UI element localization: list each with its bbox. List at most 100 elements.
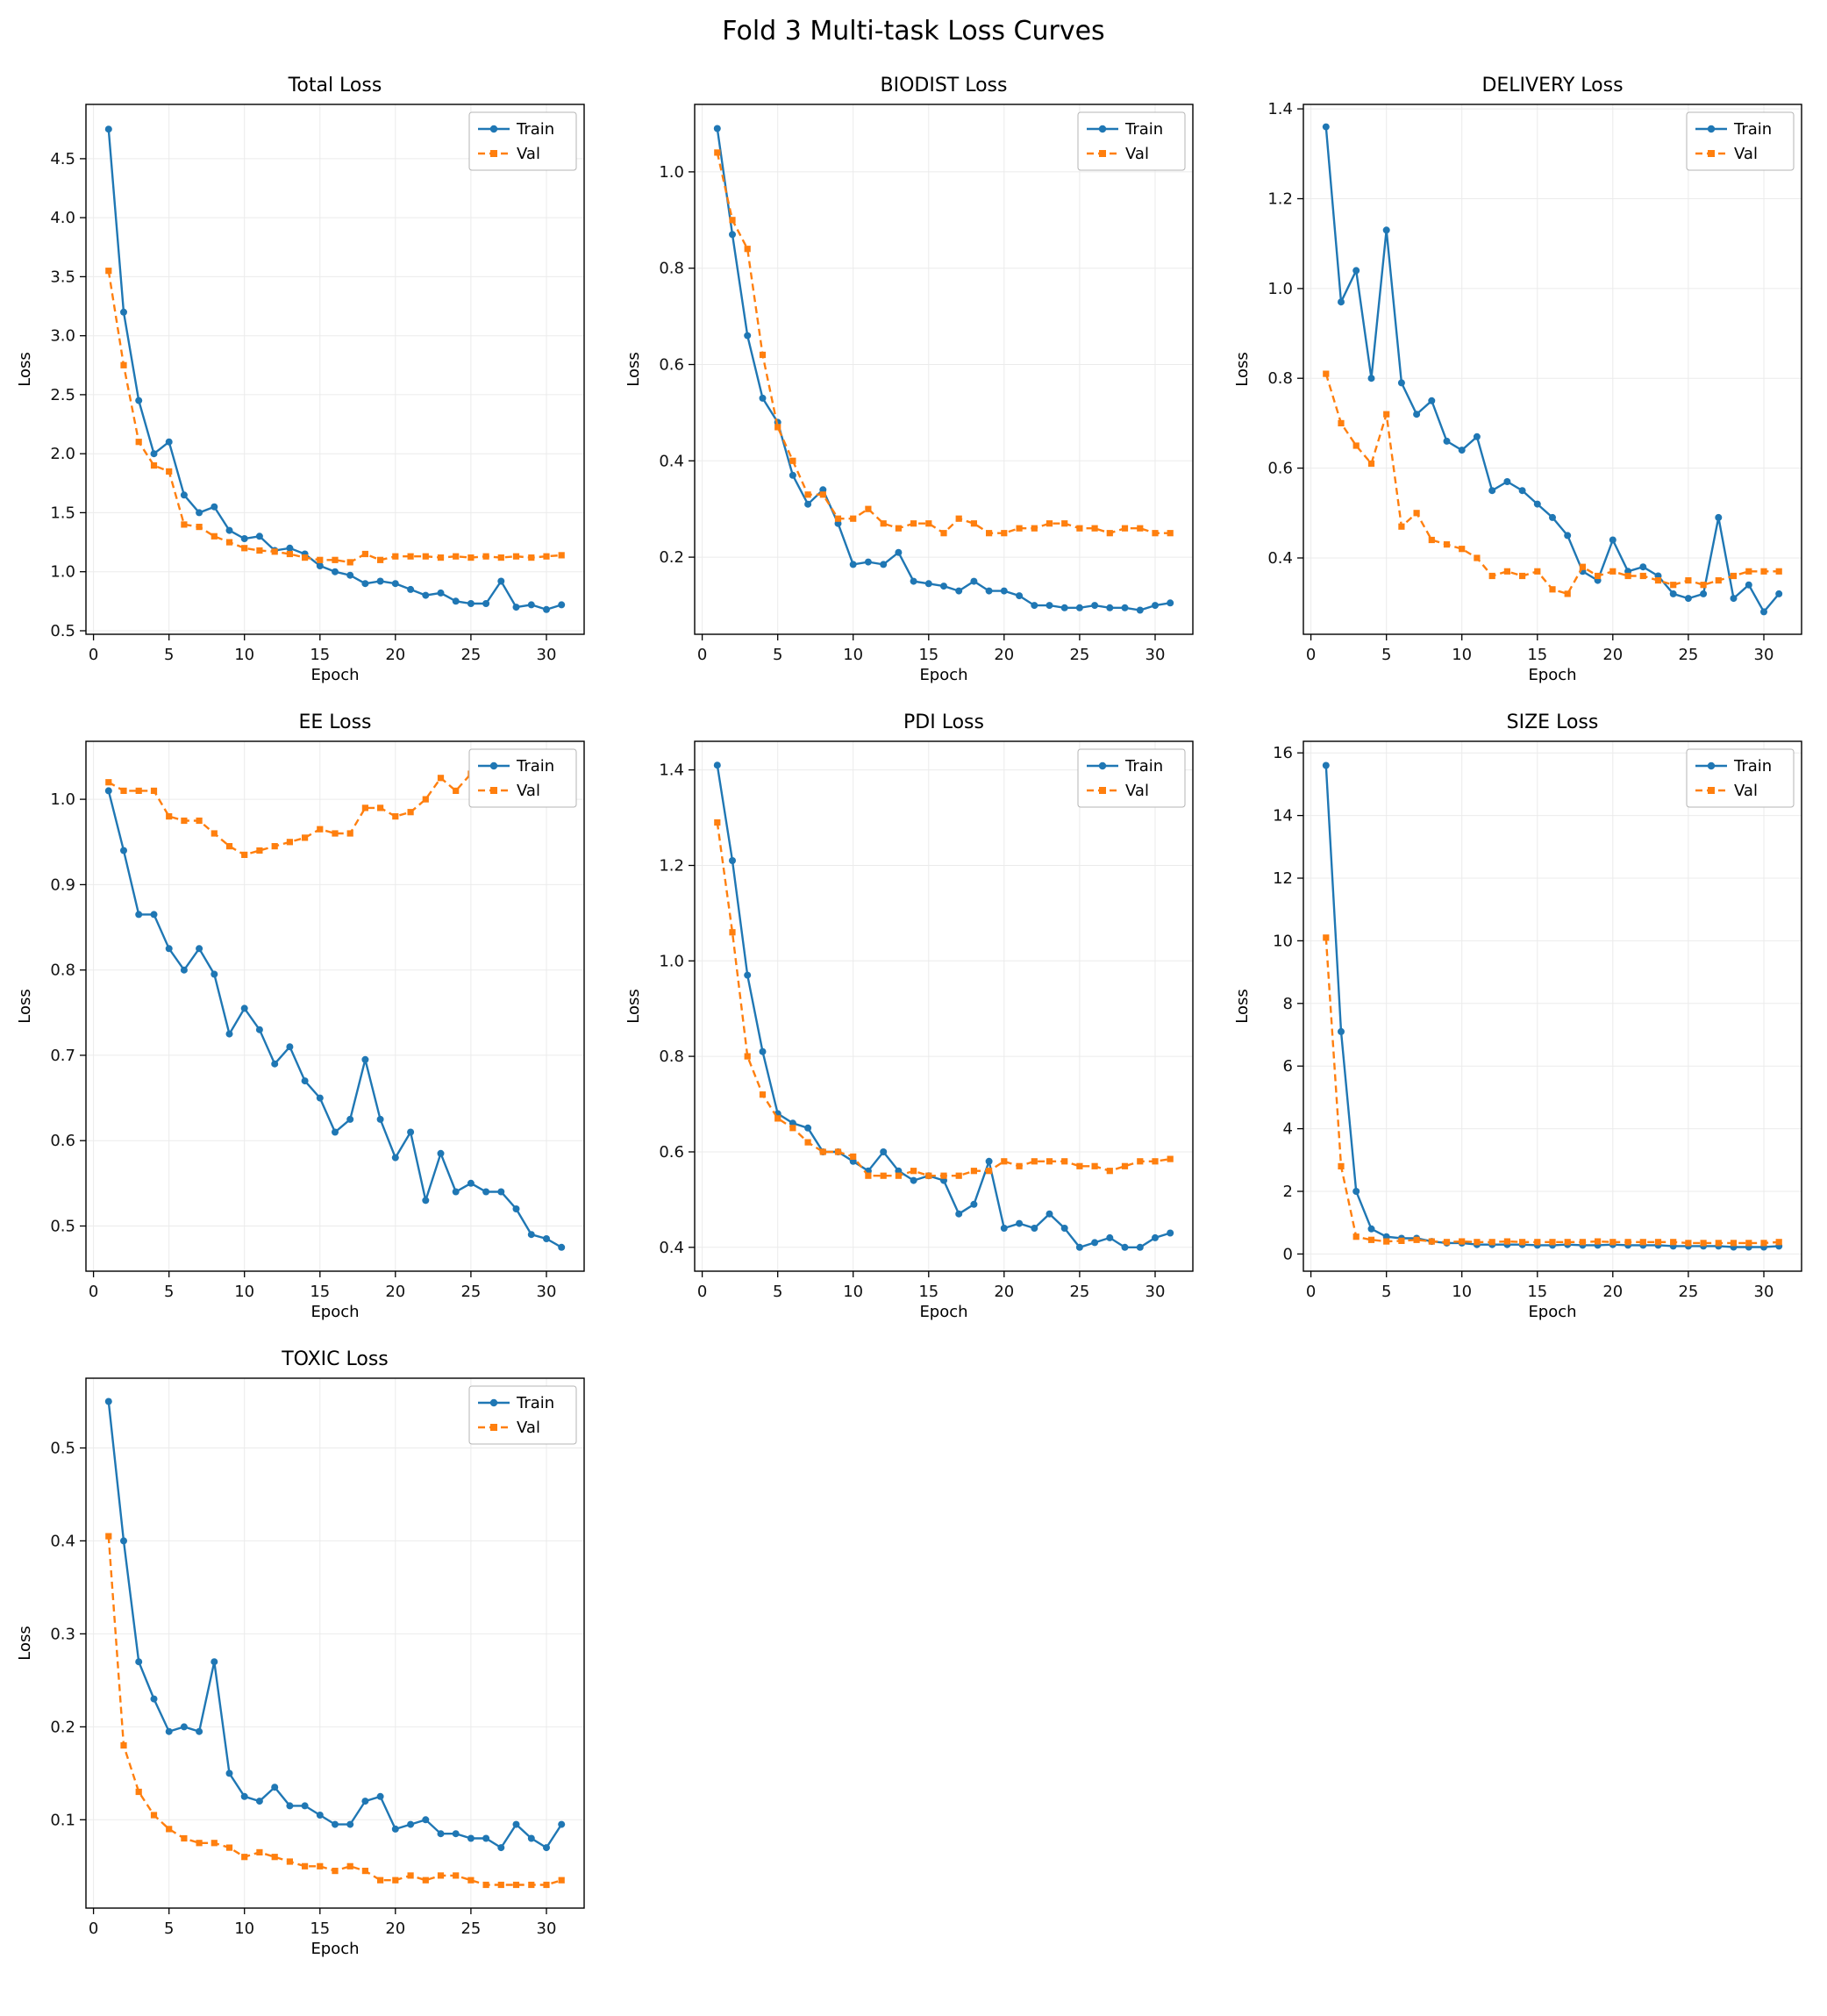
svg-text:2.5: 2.5 — [50, 386, 75, 404]
y-axis-label: Loss — [16, 352, 34, 386]
chart-total-loss: 0.5 1.0 1.5 2.0 2.5 3.0 3.5 4.0 4.5 0 5 10 15 20 25 30 T… — [1, 66, 610, 696]
svg-text:5: 5 — [1381, 646, 1390, 664]
svg-text:10: 10 — [843, 646, 863, 664]
legend: Train Val — [1686, 748, 1794, 808]
svg-text:3.5: 3.5 — [50, 268, 75, 286]
svg-text:5: 5 — [772, 1283, 781, 1301]
x-axis-label: Epoch — [310, 1303, 359, 1321]
legend-label: Train — [1124, 757, 1163, 776]
legend-label: Val — [1734, 782, 1758, 800]
svg-text:10: 10 — [234, 1919, 254, 1938]
svg-text:1.4: 1.4 — [1267, 100, 1293, 118]
chart-title: DELIVERY Loss — [1481, 75, 1623, 97]
svg-text:5: 5 — [163, 646, 173, 664]
svg-text:15: 15 — [918, 1283, 938, 1301]
legend-label: Val — [1734, 145, 1758, 163]
chart-title: PDI Loss — [903, 711, 984, 733]
loss-chart-svg: 0 2 4 6 8 10 12 14 16 0 5 10 15 20 25 30 Train Val SIZE Lo… — [1233, 711, 1802, 1321]
svg-text:15: 15 — [918, 646, 938, 664]
svg-text:1.0: 1.0 — [1267, 280, 1293, 298]
y-axis-label: Loss — [16, 1626, 34, 1660]
svg-text:0.8: 0.8 — [659, 260, 684, 278]
svg-text:0.6: 0.6 — [659, 356, 684, 375]
legend: Train Val — [468, 748, 576, 808]
loss-chart-svg: 0.1 0.2 0.3 0.4 0.5 0 5 10 15 20 25 30 Train Val TOXIC… — [16, 1348, 585, 1958]
svg-text:0: 0 — [696, 1283, 706, 1301]
svg-text:2: 2 — [1282, 1183, 1292, 1201]
svg-text:4: 4 — [1282, 1120, 1292, 1139]
svg-text:0.6: 0.6 — [50, 1132, 75, 1150]
svg-text:10: 10 — [1452, 1283, 1472, 1301]
svg-text:0.2: 0.2 — [659, 548, 684, 567]
svg-text:20: 20 — [385, 1919, 405, 1938]
svg-text:10: 10 — [234, 646, 254, 664]
svg-text:5: 5 — [163, 1283, 173, 1301]
svg-text:5: 5 — [1381, 1283, 1390, 1301]
svg-text:0.9: 0.9 — [50, 876, 75, 894]
svg-text:30: 30 — [536, 646, 556, 664]
legend-label: Val — [517, 782, 540, 800]
svg-text:5: 5 — [772, 646, 781, 664]
svg-text:15: 15 — [310, 646, 330, 664]
y-axis-label: Loss — [16, 989, 34, 1023]
svg-text:0.4: 0.4 — [1267, 549, 1293, 568]
svg-text:20: 20 — [994, 1283, 1014, 1301]
svg-text:30: 30 — [536, 1283, 556, 1301]
legend: Train Val — [468, 1385, 576, 1445]
x-axis-label: Epoch — [919, 1303, 967, 1321]
svg-text:10: 10 — [1452, 646, 1472, 664]
chart-pdi-loss: 0.4 0.6 0.8 1.0 1.2 1.4 0 5 10 15 20 25 30 Train Val PD… — [610, 703, 1218, 1333]
svg-text:6: 6 — [1282, 1057, 1292, 1076]
legend: Train Val — [1077, 111, 1185, 171]
svg-text:0: 0 — [1305, 646, 1315, 664]
svg-text:1.0: 1.0 — [659, 952, 684, 970]
svg-text:1.5: 1.5 — [50, 504, 75, 522]
x-axis-label: Epoch — [310, 1940, 359, 1958]
svg-text:0.7: 0.7 — [50, 1047, 75, 1065]
y-axis-label: Loss — [624, 989, 643, 1023]
svg-text:25: 25 — [1069, 1283, 1089, 1301]
legend-label: Train — [516, 120, 554, 139]
svg-text:0.6: 0.6 — [659, 1143, 684, 1162]
charts-grid: 0.5 1.0 1.5 2.0 2.5 3.0 3.5 4.0 4.5 0 5 10 15 20 25 30 T… — [0, 46, 1827, 1970]
svg-text:25: 25 — [460, 1919, 481, 1938]
svg-text:20: 20 — [994, 646, 1014, 664]
chart-ee-loss: 0.5 0.6 0.7 0.8 0.9 1.0 0 5 10 15 20 25 30 Train Val EE… — [1, 703, 610, 1333]
svg-text:25: 25 — [460, 1283, 481, 1301]
legend-label: Train — [516, 1394, 554, 1412]
svg-text:0: 0 — [88, 646, 97, 664]
svg-text:0.6: 0.6 — [1267, 460, 1293, 478]
svg-text:8: 8 — [1282, 995, 1292, 1013]
svg-text:1.0: 1.0 — [659, 163, 684, 182]
svg-text:25: 25 — [1678, 646, 1698, 664]
svg-text:16: 16 — [1273, 744, 1293, 762]
svg-text:15: 15 — [310, 1919, 330, 1938]
chart-size-loss: 0 2 4 6 8 10 12 14 16 0 5 10 15 20 25 30 Train Val SIZE Lo… — [1218, 703, 1827, 1333]
svg-text:25: 25 — [1069, 646, 1089, 664]
svg-text:0.4: 0.4 — [659, 1239, 684, 1257]
legend-label: Val — [1125, 145, 1149, 163]
svg-text:20: 20 — [1602, 646, 1623, 664]
legend-label: Val — [517, 1419, 540, 1437]
svg-text:0.1: 0.1 — [50, 1811, 75, 1829]
chart-title: TOXIC Loss — [281, 1348, 389, 1370]
svg-text:0.8: 0.8 — [659, 1047, 684, 1066]
svg-text:0: 0 — [88, 1919, 97, 1938]
svg-text:12: 12 — [1273, 869, 1293, 888]
svg-text:0.5: 0.5 — [50, 622, 75, 640]
svg-text:1.2: 1.2 — [659, 857, 684, 876]
svg-text:25: 25 — [460, 646, 481, 664]
chart-toxic-loss: 0.1 0.2 0.3 0.4 0.5 0 5 10 15 20 25 30 Train Val TOXIC… — [1, 1340, 610, 1970]
svg-text:10: 10 — [843, 1283, 863, 1301]
legend: Train Val — [1686, 111, 1794, 171]
svg-text:10: 10 — [1273, 932, 1293, 950]
svg-text:1.4: 1.4 — [659, 761, 684, 780]
y-axis-label: Loss — [1233, 352, 1252, 386]
loss-chart-svg: 0.2 0.4 0.6 0.8 1.0 0 5 10 15 20 25 30 Train Val BIODI… — [624, 75, 1194, 684]
svg-text:15: 15 — [310, 1283, 330, 1301]
legend-label: Train — [1124, 120, 1163, 139]
chart-delivery-loss: 0.4 0.6 0.8 1.0 1.2 1.4 0 5 10 15 20 25 30 Train Val DE… — [1218, 66, 1827, 696]
svg-text:1.2: 1.2 — [1267, 190, 1293, 209]
x-axis-label: Epoch — [1528, 666, 1576, 684]
